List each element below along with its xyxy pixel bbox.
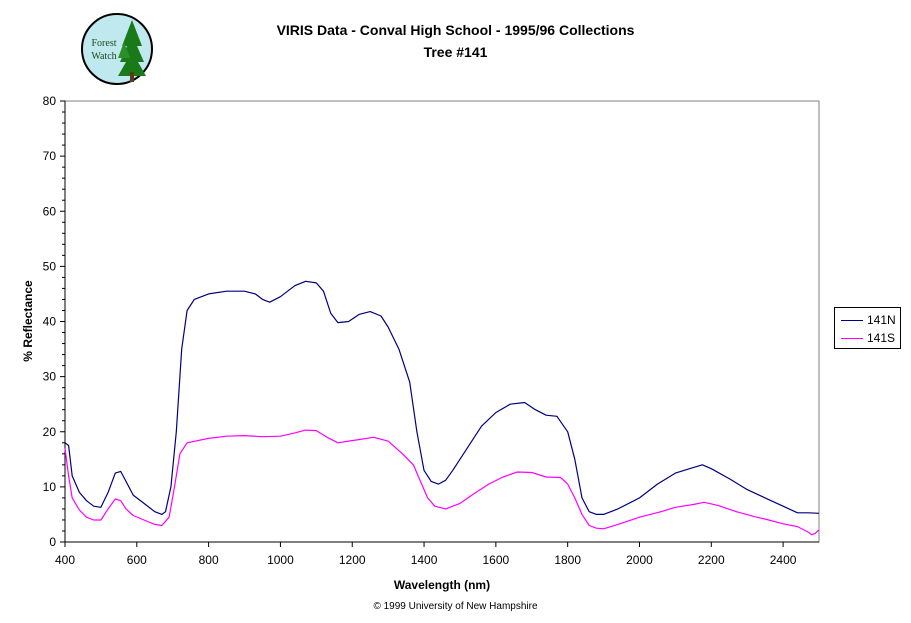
x-tick-label: 2400: [770, 553, 797, 567]
y-tick-label: 40: [43, 315, 57, 329]
x-tick-label: 1000: [267, 553, 294, 567]
y-tick-label: 70: [43, 149, 57, 163]
logo-text-watch: Watch: [91, 51, 116, 62]
y-tick-label: 50: [43, 259, 57, 273]
y-tick-label: 0: [49, 535, 56, 549]
copyright-notice: © 1999 University of New Hampshire: [373, 601, 538, 612]
x-tick-label: 1200: [339, 553, 366, 567]
tree-icon: Forest Watch: [81, 13, 153, 85]
chart-legend: 141N 141S: [834, 307, 901, 349]
y-tick-label: 10: [43, 480, 57, 494]
x-tick-label: 1800: [554, 553, 581, 567]
series-line-141S: [64, 429, 820, 536]
series-line-141N: [64, 280, 820, 515]
legend-item-141S: 141S: [841, 330, 895, 346]
y-tick-label: 60: [43, 204, 57, 218]
chart-subtitle: Tree #141: [423, 44, 488, 60]
legend-label-141S: 141S: [867, 331, 896, 345]
x-tick-label: 600: [127, 553, 147, 567]
y-axis-title: % Reflectance: [21, 280, 35, 362]
legend-swatch-141S: [841, 337, 863, 339]
x-tick-label: 400: [55, 553, 75, 567]
y-tick-label: 80: [43, 94, 57, 108]
logo-text-forest: Forest: [92, 38, 117, 49]
x-tick-label: 1400: [411, 553, 438, 567]
x-axis-title: Wavelength (nm): [394, 578, 490, 592]
x-tick-label: 2000: [626, 553, 653, 567]
x-tick-label: 800: [199, 553, 219, 567]
y-tick-label: 30: [43, 370, 57, 384]
forest-watch-logo: Forest Watch: [80, 12, 154, 86]
legend-swatch-141N: [841, 319, 863, 321]
legend-item-141N: 141N: [841, 312, 896, 328]
legend-label-141N: 141N: [867, 313, 896, 327]
plot-frame: [64, 100, 820, 543]
x-tick-label: 1600: [483, 553, 510, 567]
x-tick-label: 2200: [698, 553, 725, 567]
y-tick-label: 20: [43, 425, 57, 439]
chart-title: VIRIS Data - Conval High School - 1995/9…: [276, 22, 635, 38]
